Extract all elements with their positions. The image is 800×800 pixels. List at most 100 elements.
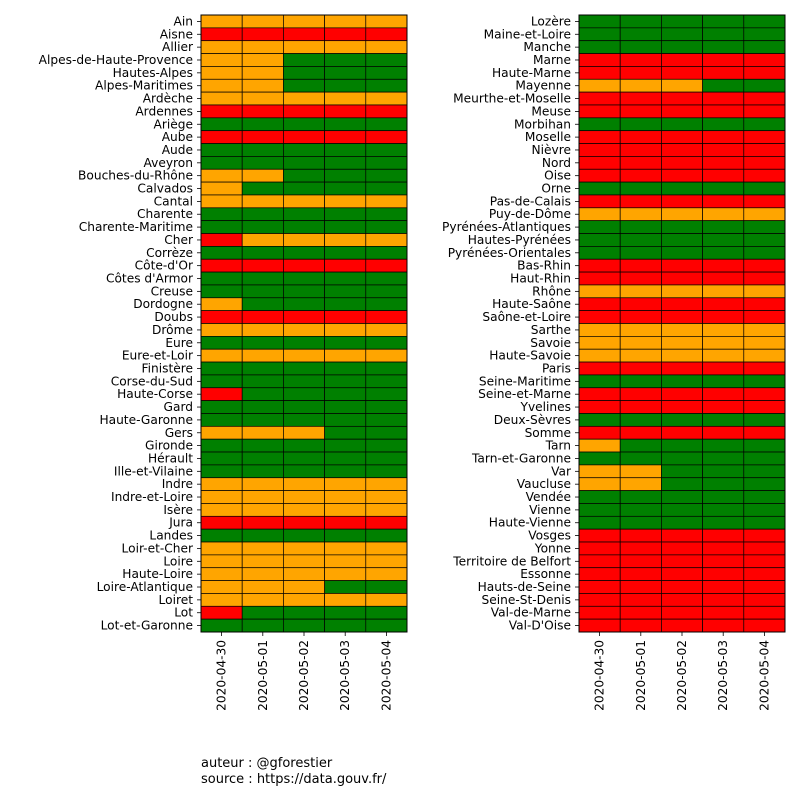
heatmap-cell <box>578 541 621 556</box>
heatmap-cell <box>324 130 367 144</box>
heatmap-cell <box>365 14 408 29</box>
heatmap-cell <box>743 156 786 170</box>
row-label: Ain <box>174 14 193 28</box>
heatmap-cell <box>702 515 745 530</box>
heatmap-cell <box>200 297 243 311</box>
heatmap-cell <box>283 271 325 286</box>
heatmap-cell <box>619 27 662 42</box>
heatmap-cell <box>661 490 703 504</box>
heatmap-cell <box>743 554 786 569</box>
heatmap-cell <box>365 438 408 453</box>
heatmap-cell <box>743 503 786 517</box>
heatmap-cell <box>200 271 243 286</box>
heatmap-cell <box>661 233 703 247</box>
heatmap-cell <box>702 207 745 222</box>
heatmap-cell <box>702 528 745 543</box>
heatmap-cell <box>619 490 662 504</box>
heatmap-cell <box>702 580 745 594</box>
heatmap-cell <box>324 323 367 337</box>
heatmap-cell <box>241 117 284 132</box>
heatmap-cell <box>661 117 703 132</box>
heatmap-cell <box>324 220 367 234</box>
heatmap-cell <box>200 117 243 132</box>
row-label: Lot-et-Garonne <box>101 619 193 633</box>
heatmap-cell <box>743 400 786 414</box>
row-label: Ille-et-Vilaine <box>114 464 193 478</box>
row-label: Alpes-de-Haute-Provence <box>39 53 193 67</box>
heatmap-cell <box>578 503 621 517</box>
heatmap-cell <box>578 605 621 620</box>
heatmap-cell <box>661 194 703 209</box>
heatmap-cell <box>324 477 367 491</box>
heatmap-cell <box>578 451 621 466</box>
heatmap-cell <box>324 271 367 286</box>
heatmap-cell <box>743 528 786 543</box>
heatmap-cell <box>324 233 367 247</box>
heatmap-cell <box>365 117 408 132</box>
heatmap-cell <box>365 451 408 466</box>
heatmap-cell <box>702 297 745 311</box>
heatmap-cell <box>619 387 662 401</box>
row-label: Isère <box>163 503 193 517</box>
row-label: Creuse <box>151 284 193 298</box>
heatmap-cell <box>365 91 408 106</box>
heatmap-cell <box>200 181 243 196</box>
heatmap-cell <box>661 27 703 42</box>
heatmap-cell <box>365 207 408 222</box>
heatmap-cell <box>743 246 786 260</box>
row-label: Yonne <box>534 541 571 555</box>
heatmap-cell <box>283 143 325 157</box>
heatmap-cell <box>365 104 408 119</box>
heatmap-cell <box>702 464 745 479</box>
heatmap-cell <box>578 554 621 569</box>
heatmap-cell <box>743 284 786 299</box>
heatmap-cell <box>619 91 662 106</box>
heatmap-cell <box>324 284 367 299</box>
row-label: Haute-Savoie <box>489 349 571 363</box>
heatmap-cell <box>619 143 662 157</box>
row-label: Mayenne <box>515 79 571 93</box>
heatmap-cell <box>241 297 284 311</box>
heatmap-cell <box>661 554 703 569</box>
heatmap-cell <box>661 40 703 54</box>
row-label: Ardennes <box>135 104 193 118</box>
heatmap-cell <box>283 297 325 311</box>
row-label: Loire-Atlantique <box>97 580 193 594</box>
row-label: Loir-et-Cher <box>122 541 194 555</box>
heatmap-cell <box>619 310 662 324</box>
heatmap-cell <box>241 490 284 504</box>
row-label: Nièvre <box>532 143 571 157</box>
heatmap-cell <box>661 528 703 543</box>
heatmap-cell <box>702 40 745 54</box>
heatmap-cell <box>702 413 745 427</box>
row-label: Puy-de-Dôme <box>489 207 571 221</box>
heatmap-cell <box>365 66 408 80</box>
heatmap-cell <box>619 413 662 427</box>
row-label: Haute-Marne <box>492 66 571 80</box>
heatmap-cell <box>578 336 621 350</box>
heatmap-cell <box>619 14 662 29</box>
date-label: 2020-04-30 <box>215 640 229 711</box>
heatmap-cell <box>619 233 662 247</box>
heatmap-cell <box>365 387 408 401</box>
heatmap-cell <box>200 618 243 633</box>
heatmap-cell <box>702 168 745 183</box>
heatmap-cell <box>324 297 367 311</box>
heatmap-cell <box>241 143 284 157</box>
heatmap-cell <box>283 503 325 517</box>
row-label: Cher <box>164 233 194 247</box>
heatmap-cell <box>200 233 243 247</box>
heatmap-cell <box>324 580 367 594</box>
heatmap-cell <box>241 503 284 517</box>
heatmap-cell <box>241 168 284 183</box>
heatmap-cell <box>241 554 284 569</box>
heatmap-cell <box>324 310 367 324</box>
row-label: Oise <box>544 169 571 183</box>
heatmap-cell <box>283 438 325 453</box>
heatmap-cell <box>283 53 325 67</box>
heatmap-cell <box>365 490 408 504</box>
heatmap-cell <box>661 567 703 581</box>
heatmap-cell <box>702 143 745 157</box>
heatmap-panel-1: AinAisneAllierAlpes-de-Haute-ProvenceHau… <box>39 14 408 711</box>
heatmap-cell <box>241 593 284 607</box>
